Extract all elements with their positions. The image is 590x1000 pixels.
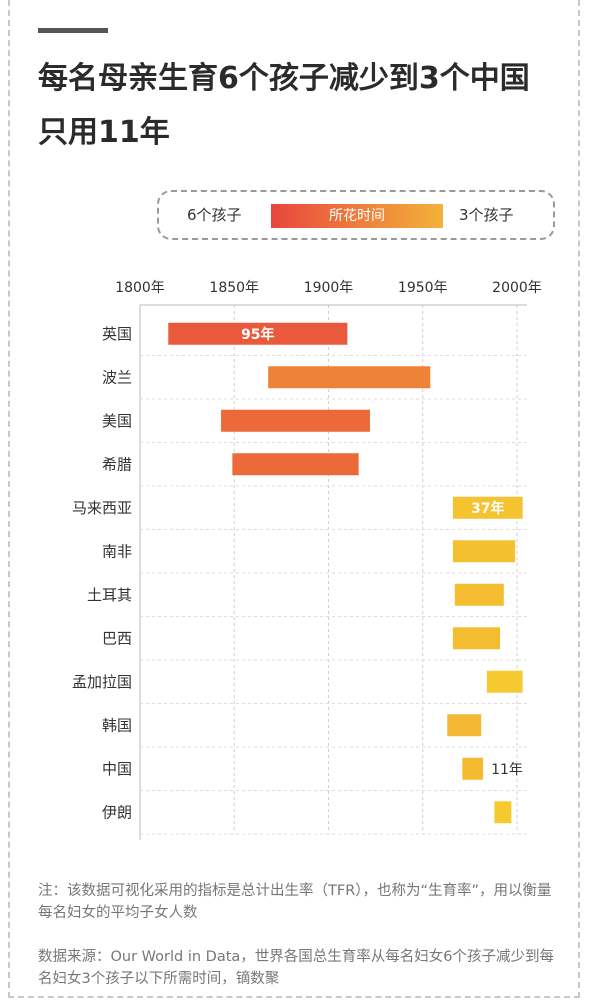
category-label: 伊朗 <box>102 803 132 821</box>
title-accent-rule <box>38 28 108 33</box>
category-label: 希腊 <box>102 455 132 473</box>
x-tick-label: 1850年 <box>209 280 259 296</box>
legend-start-label: 6个孩子 <box>187 206 242 224</box>
legend-gradient-bar: 所花时间 <box>271 204 443 228</box>
x-tick-label: 1950年 <box>398 280 448 296</box>
category-label: 美国 <box>102 412 132 430</box>
chart-title: 每名母亲生育6个孩子减少到3个中国只用11年 <box>38 61 530 150</box>
legend: 6个孩子 所花时间 3个孩子 <box>157 190 555 240</box>
range-bar <box>232 453 359 476</box>
range-bar <box>168 322 348 345</box>
x-tick-label: 1800年 <box>115 280 165 296</box>
bar-data-label: 11年 <box>491 762 523 778</box>
bar-data-label: 37年 <box>471 500 504 517</box>
range-bar <box>462 757 484 780</box>
category-label: 南非 <box>102 542 132 560</box>
range-bar <box>452 627 501 650</box>
chart-note: 注：该数据可视化采用的指标是总计出生率（TFR），也称为“生育率”，用以衡量每名… <box>38 883 552 921</box>
data-source: 数据来源：Our World in Data，世界各国总生育率从每名妇女6个孩子… <box>38 949 555 987</box>
range-bar <box>447 714 482 737</box>
category-label: 土耳其 <box>87 586 132 604</box>
x-tick-label: 1900年 <box>304 280 354 296</box>
card-frame <box>8 0 580 998</box>
range-bar <box>221 409 370 432</box>
category-label: 中国 <box>102 760 132 778</box>
range-bar <box>452 496 523 519</box>
category-label: 英国 <box>102 325 132 343</box>
range-bar <box>494 801 512 824</box>
bar-data-label: 95年 <box>241 326 274 343</box>
range-bar <box>454 583 504 606</box>
category-label: 孟加拉国 <box>72 673 132 691</box>
category-label: 波兰 <box>102 368 132 386</box>
category-label: 马来西亚 <box>72 499 132 517</box>
x-tick-label: 2000年 <box>492 280 542 296</box>
legend-end-label: 3个孩子 <box>459 206 514 224</box>
range-bar <box>486 670 523 693</box>
category-label: 韩国 <box>102 716 132 734</box>
category-label: 巴西 <box>102 629 132 647</box>
range-bar <box>268 366 431 389</box>
range-bar <box>452 540 516 563</box>
